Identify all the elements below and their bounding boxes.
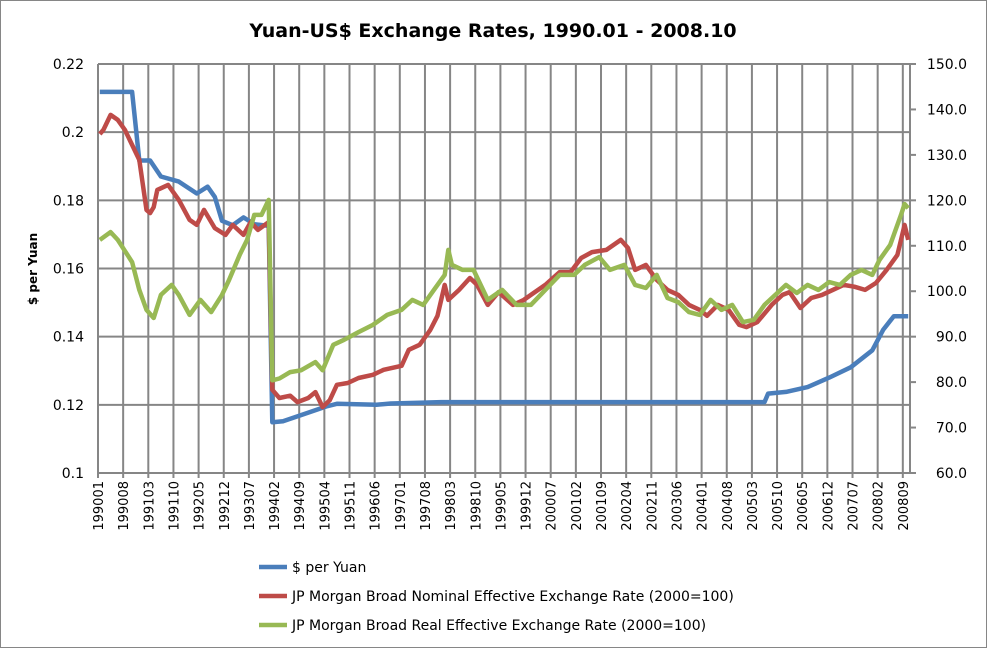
left-tick-label: 0.14 [53, 330, 84, 346]
x-tick-label: 200211 [645, 481, 660, 531]
right-tick-label: 120.0 [927, 193, 967, 209]
series-line-0 [99, 89, 909, 425]
x-tick-label: 199402 [268, 481, 283, 531]
left-tick-label: 0.18 [53, 193, 84, 209]
x-tick-label: 199504 [318, 481, 333, 531]
right-tick-label: 90.0 [936, 330, 967, 346]
x-tick-label: 200401 [696, 481, 711, 531]
left-tick-label: 0.16 [53, 262, 84, 278]
x-tick-label: 199110 [167, 481, 182, 531]
right-tick-label: 100.0 [927, 284, 967, 300]
x-tick-label: 200306 [670, 481, 685, 531]
x-tick-label: 200007 [545, 481, 560, 531]
x-tick-label: 199205 [193, 481, 208, 531]
x-tick-label: 200809 [897, 481, 912, 531]
x-tick-label: 199810 [469, 481, 484, 531]
x-tick-label: 200204 [620, 481, 635, 531]
x-tick-label: 200605 [796, 481, 811, 531]
x-tick-label: 200612 [821, 481, 836, 531]
x-tick-label: 199511 [344, 481, 359, 531]
left-tick-label: 0.22 [53, 57, 84, 73]
legend-label: JP Morgan Broad Real Effective Exchange … [291, 618, 706, 634]
x-tick-label: 200102 [570, 481, 585, 531]
x-tick-label: 199708 [419, 481, 434, 531]
legend-label: JP Morgan Broad Nominal Effective Exchan… [291, 589, 734, 605]
right-tick-label: 150.0 [927, 57, 967, 73]
x-tick-label: 199606 [369, 481, 384, 531]
x-tick-label: 199905 [494, 481, 509, 531]
left-tick-label: 0.12 [53, 398, 84, 414]
x-tick-label: 199212 [218, 481, 233, 531]
left-tick-label: 0.1 [62, 466, 84, 482]
x-tick-label: 199409 [293, 481, 308, 531]
x-tick-label: 200707 [847, 481, 862, 531]
right-tick-label: 140.0 [927, 102, 967, 118]
x-tick-label: 199803 [444, 481, 459, 531]
x-tick-label: 199103 [142, 481, 157, 531]
x-tick-label: 199008 [117, 481, 132, 531]
x-tick-label: 199307 [243, 481, 258, 531]
x-tick-label: 200109 [595, 481, 610, 531]
x-tick-label: 199701 [394, 481, 409, 531]
x-tick-label: 199912 [520, 481, 535, 531]
x-tick-label: 199001 [92, 481, 107, 531]
right-tick-label: 60.0 [936, 466, 967, 482]
y-axis-label: $ per Yuan [26, 233, 40, 305]
x-tick-label: 200802 [872, 481, 887, 531]
chart-title: Yuan-US$ Exchange Rates, 1990.01 - 2008.… [248, 20, 736, 42]
right-tick-label: 70.0 [936, 421, 967, 437]
x-tick-label: 200510 [771, 481, 786, 531]
series-line-2 [98, 197, 910, 383]
legend-label: $ per Yuan [292, 560, 366, 576]
right-tick-label: 80.0 [936, 375, 967, 391]
left-tick-label: 0.2 [62, 125, 84, 141]
x-tick-label: 200503 [746, 481, 761, 531]
series-line-1 [98, 112, 911, 410]
x-tick-label: 200408 [721, 481, 736, 531]
right-tick-label: 110.0 [927, 239, 967, 255]
right-tick-label: 130.0 [927, 148, 967, 164]
